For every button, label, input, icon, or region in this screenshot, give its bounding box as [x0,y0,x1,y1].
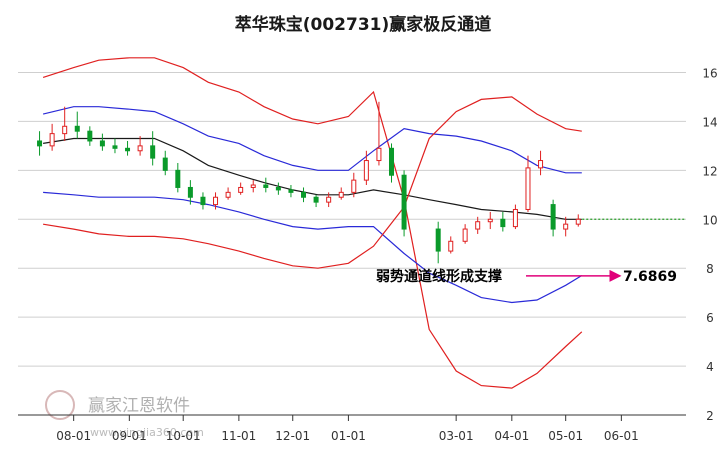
candle-body [187,186,193,198]
y-tick-label: 16 [702,66,717,80]
candle-body [263,184,269,188]
x-tick-label: 09-01 [112,429,147,443]
candle-body [87,130,93,142]
candle-body [175,169,181,188]
candle-body [99,140,105,147]
candle-body [563,223,569,230]
candle-body [62,125,68,135]
candle-body [162,157,168,171]
x-tick-label: 08-01 [56,429,91,443]
candle-body [225,191,231,198]
annotation-text: 弱势通道线形成支撑 [376,268,502,285]
chart-title: 萃华珠宝(002731)赢家极反通道 [235,14,492,35]
candle-body [250,184,256,188]
candle-body [200,196,206,206]
candle-body [37,140,43,147]
candlesticks [37,101,581,264]
x-tick-label: 05-01 [548,429,583,443]
candle-body [475,221,481,230]
channel-line [43,96,582,269]
watermark-url: www.yingjia360.com [90,426,204,439]
candle-body [49,133,55,147]
candle-body [288,189,294,193]
y-tick-label: 14 [702,115,717,129]
candle-body [512,208,518,228]
candle-body [487,218,493,223]
candle-body [363,160,369,181]
candle-body [435,228,441,252]
candle-body [238,186,244,193]
annotation-value: 7.6869 [623,269,677,285]
x-tick-label: 10-01 [166,429,201,443]
channel-line [42,57,583,389]
candle-body [326,196,332,203]
y-tick-label: 8 [706,262,714,276]
candle-body [376,147,382,162]
candle-body [338,191,344,198]
candle-body [500,218,506,228]
candle-body [538,160,544,169]
grid [18,71,686,416]
channel-lines [42,57,686,389]
channel-line [43,137,582,220]
candle-body [525,167,531,210]
candle-body [125,147,131,152]
candle-body [575,218,581,225]
candle-body [150,145,156,159]
candle-body [137,145,143,152]
x-tick-label: 12-01 [275,429,310,443]
y-tick-label: 12 [702,164,717,178]
watermark-brand: 赢家江恩软件 [88,396,190,416]
channel-line [43,191,583,304]
y-tick-label: 10 [702,213,717,227]
candle-body [462,228,468,242]
y-tick-label: 2 [706,409,714,423]
candle-body [313,196,319,203]
x-tick-label: 01-01 [331,429,366,443]
candle-body [448,240,454,252]
candle-body [74,125,80,132]
axes: 2 4 6 8 10 12 14 16 08-01 09-01 10-01 11-01 12-01 01-… [18,66,718,443]
annotation: 弱势通道线形成支撑 7.6869 [376,268,677,285]
watermark-logo [45,390,75,420]
candle-body [351,179,357,193]
candle-body [213,196,219,206]
y-tick-label: 6 [706,311,714,325]
candle-body [301,191,307,198]
candle-body [112,145,118,149]
candle-body [389,147,395,176]
y-tick-label: 4 [706,360,714,374]
candle-body [401,174,407,230]
x-tick-label: 11-01 [221,429,256,443]
x-tick-label: 06-01 [604,429,639,443]
x-tick-label: 03-01 [439,429,474,443]
candle-body [275,186,281,191]
watermark: 赢家江恩软件 www.yingjia360.com [45,390,204,439]
candle-body [550,204,556,230]
channel-line [42,106,582,174]
x-tick-label: 04-01 [494,429,529,443]
